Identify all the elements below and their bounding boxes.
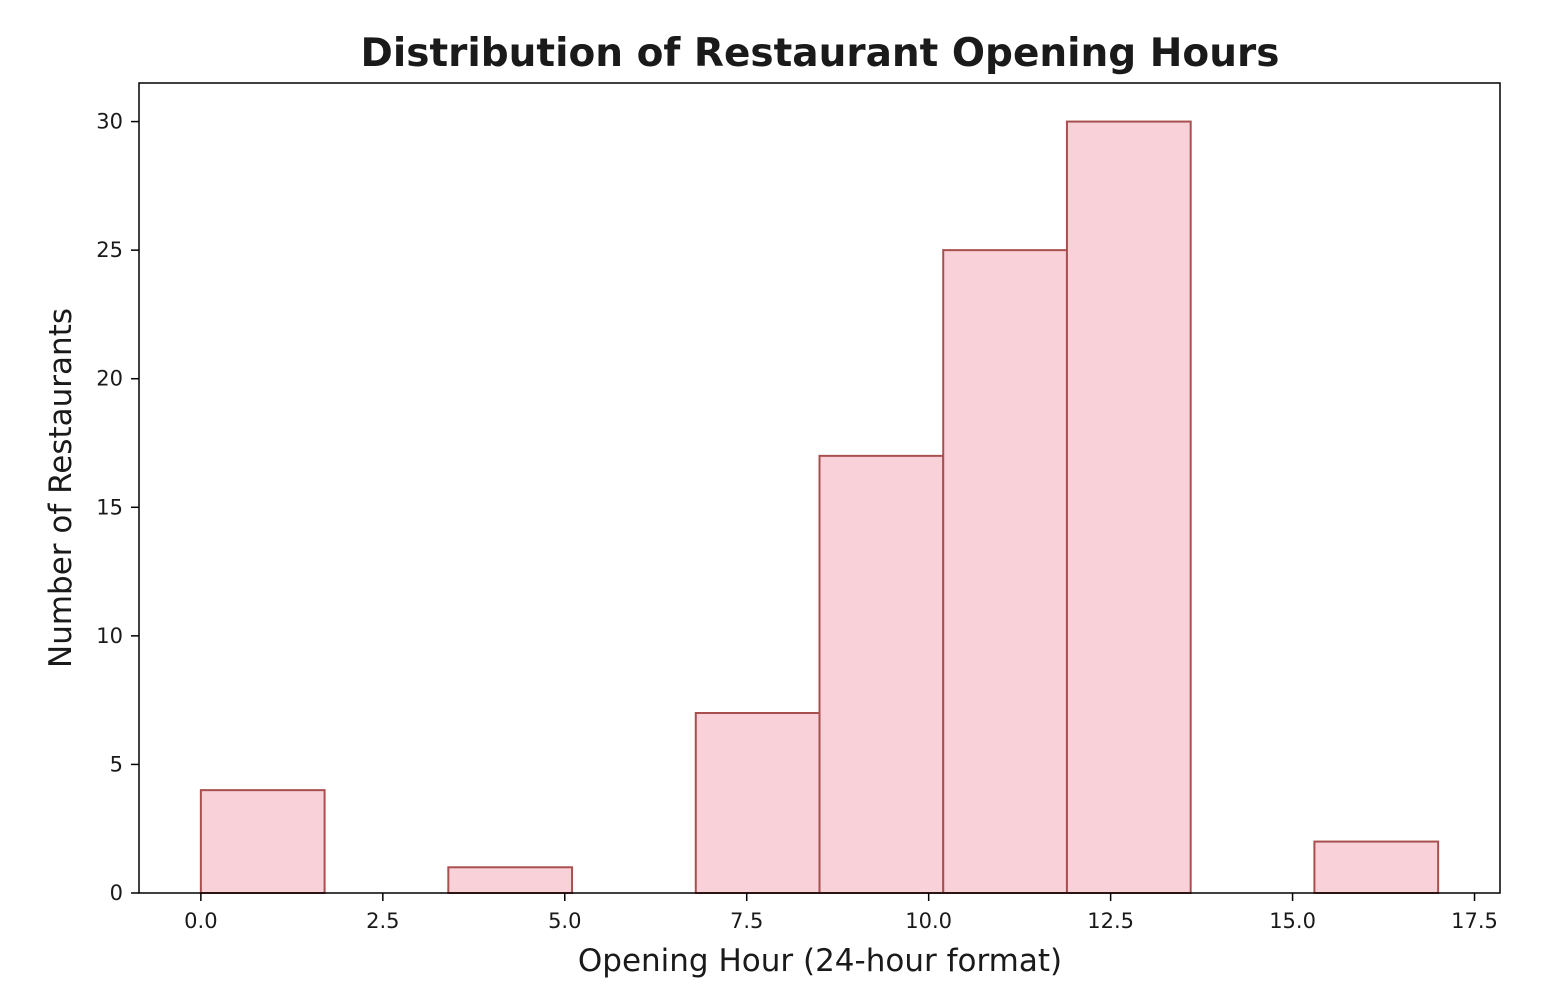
y-tick-label: 0 bbox=[110, 881, 123, 905]
x-tick-label: 5.0 bbox=[548, 909, 581, 933]
histogram-bar-0 bbox=[199, 789, 326, 895]
x-tick-label: 7.5 bbox=[730, 909, 763, 933]
y-axis-label: Number of Restaurants bbox=[43, 308, 79, 668]
y-tick-label: 25 bbox=[96, 238, 123, 262]
plot-area bbox=[138, 82, 1501, 895]
histogram-bar-9 bbox=[1313, 840, 1440, 894]
y-tick-label: 5 bbox=[110, 752, 123, 776]
histogram-bar-2 bbox=[447, 866, 574, 894]
x-tick-label: 12.5 bbox=[1087, 909, 1134, 933]
x-tick-label: 17.5 bbox=[1451, 909, 1498, 933]
histogram-bar-5 bbox=[818, 454, 945, 894]
axes-frame bbox=[138, 82, 1501, 894]
x-axis-label: Opening Hour (24-hour format) bbox=[578, 943, 1062, 979]
histogram-bar-6 bbox=[942, 249, 1068, 894]
y-tick-label: 30 bbox=[96, 110, 123, 134]
x-tick-label: 10.0 bbox=[905, 909, 952, 933]
histogram-bar-7 bbox=[1065, 120, 1192, 895]
x-tick-label: 0.0 bbox=[184, 909, 217, 933]
histogram-bar-4 bbox=[694, 712, 821, 894]
chart-title: Distribution of Restaurant Opening Hours bbox=[361, 31, 1280, 76]
x-axis-ticks: 0.0 2.5 5.0 7.5 10.0 12.5 15.0 17.5 bbox=[184, 893, 1498, 933]
y-axis-ticks: 0 5 10 15 20 25 30 bbox=[96, 110, 139, 905]
x-tick-label: 15.0 bbox=[1269, 909, 1316, 933]
y-tick-label: 10 bbox=[96, 624, 123, 648]
x-tick-label: 2.5 bbox=[366, 909, 399, 933]
y-tick-label: 15 bbox=[96, 495, 123, 519]
y-tick-label: 20 bbox=[96, 367, 123, 391]
